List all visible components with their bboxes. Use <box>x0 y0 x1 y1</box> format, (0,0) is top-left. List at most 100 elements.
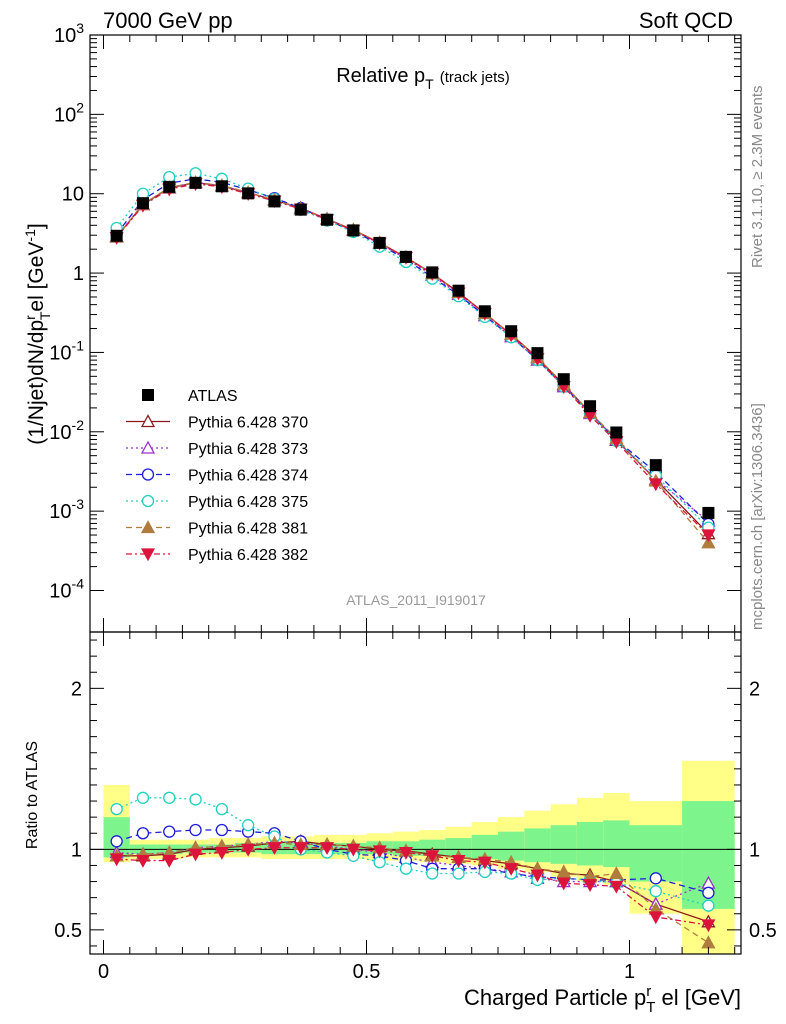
legend-entry: Pythia 6.428 381 <box>126 520 308 538</box>
legend: ATLAS Pythia 6.428 370 Pythia 6.428 373 Pyt… <box>126 388 308 564</box>
legend-label: Pythia 6.428 370 <box>188 415 308 432</box>
ratio-y-tick-label: 2 <box>71 678 82 700</box>
legend-entry: Pythia 6.428 370 <box>126 414 308 432</box>
ratio-point <box>241 843 256 857</box>
atlas-point <box>702 506 715 519</box>
ratio-point <box>110 802 123 816</box>
ratio-point <box>188 848 203 862</box>
series-point <box>648 478 663 492</box>
ratio-point <box>214 846 229 860</box>
legend-entry: ATLAS <box>142 388 238 405</box>
ratio-point <box>163 825 176 838</box>
atlas-point <box>321 213 334 226</box>
ratio-panel: 0.5 0.5 1 1 2 2 0 0.5 1 Ratio to ATLAS Charged … <box>24 35 777 1016</box>
legend-marker <box>140 414 156 428</box>
atlas-point <box>215 180 228 193</box>
atlas-point <box>110 229 123 242</box>
mcplots-label: mcplots.cern.ch [arXiv:1306.3436] <box>749 403 766 630</box>
atlas-point <box>242 187 255 200</box>
ratio-point <box>477 856 492 870</box>
ratio-point <box>163 791 176 804</box>
series-line <box>116 181 709 544</box>
rivet-label: Rivet 3.1.10, ≥ 2.3M events <box>749 86 766 269</box>
main-panel: 10-4 10-3 10-2 10-1 1 10 102 103 Relative pT (tr… <box>22 20 742 633</box>
ratio-point <box>649 872 662 885</box>
ratio-point <box>648 911 663 925</box>
y-tick-label: 10-3 <box>49 496 84 523</box>
atlas-point <box>531 347 544 360</box>
ratio-y-tick-label-right: 2 <box>749 678 760 700</box>
legend-entry: Pythia 6.428 382 <box>126 547 308 564</box>
band-inner <box>550 825 577 864</box>
ratio-point <box>425 850 440 864</box>
atlas-point <box>649 459 662 472</box>
ratio-point <box>583 879 598 893</box>
series-6 <box>109 178 716 543</box>
x-tick-label: 0 <box>98 961 109 983</box>
band-inner <box>629 825 683 882</box>
ratio-line <box>116 842 709 944</box>
ratio-point <box>109 853 124 867</box>
ratio-point <box>136 791 150 804</box>
ratio-line <box>116 829 709 894</box>
ratio-point <box>267 842 282 855</box>
legend-marker <box>140 520 156 534</box>
y-tick-label: 10 <box>62 184 84 206</box>
x-ticks: 0 0.5 1 <box>98 35 736 983</box>
header-right: Soft QCD <box>639 8 733 33</box>
ratio-y-tick-label-right: 0.5 <box>749 920 777 942</box>
legend-marker <box>142 389 154 401</box>
atlas-point <box>294 203 307 216</box>
ratio-point <box>189 823 202 837</box>
ratio-frame <box>89 631 742 955</box>
atlas-point <box>268 195 281 208</box>
main-series <box>109 167 716 549</box>
legend-entry: Pythia 6.428 375 <box>126 494 308 511</box>
header-left: 7000 GeV pp <box>103 8 233 33</box>
legend-label: Pythia 6.428 373 <box>188 441 308 458</box>
ratio-point <box>451 855 466 868</box>
band-inner <box>445 838 472 858</box>
series-line <box>116 178 709 525</box>
ratio-y-ticks: 0.5 0.5 1 1 2 2 <box>54 639 777 947</box>
ratio-point <box>702 899 715 912</box>
x-tick-label: 1 <box>624 961 635 983</box>
y-tick-label: 10-2 <box>49 417 84 444</box>
ratio-point <box>320 842 335 855</box>
x-tick-label: 0.5 <box>353 961 381 983</box>
band-inner <box>576 821 604 866</box>
atlas-point <box>136 197 149 210</box>
ratio-point <box>346 843 361 857</box>
atlas-point <box>584 400 597 413</box>
ratio-point <box>189 793 202 806</box>
legend-marker <box>141 468 155 481</box>
ratio-uncertainty-bands <box>103 760 735 954</box>
ratio-y-axis-label: Ratio to ATLAS <box>24 741 41 849</box>
legend-label: Pythia 6.428 381 <box>188 521 308 538</box>
band-inner <box>603 820 630 868</box>
legend-entry: Pythia 6.428 373 <box>126 440 308 458</box>
atlas-point <box>557 373 570 386</box>
ratio-series <box>109 791 716 949</box>
ratio-y-tick-label: 1 <box>71 839 82 861</box>
atlas-point <box>189 176 202 189</box>
legend-label: Pythia 6.428 375 <box>188 494 308 511</box>
legend-label: Pythia 6.428 374 <box>188 468 308 485</box>
ratio-point <box>556 864 571 878</box>
ratio-point <box>373 856 386 869</box>
x-axis-label: Charged Particle pr T el [GeV] <box>464 983 741 1016</box>
atlas-point <box>452 284 465 297</box>
ratio-point <box>293 842 308 855</box>
ratio-point <box>609 866 624 880</box>
ratio-point <box>609 880 624 894</box>
ratio-point <box>556 877 571 891</box>
ratio-point <box>372 845 387 859</box>
legend-label: ATLAS <box>188 388 238 405</box>
analysis-id: ATLAS_2011_I919017 <box>346 592 486 608</box>
ratio-point <box>701 919 716 933</box>
legend-marker <box>140 440 156 454</box>
atlas-point <box>373 236 386 249</box>
main-y-ticks: 10-4 10-3 10-2 10-1 1 10 102 103 <box>49 20 741 603</box>
atlas-point <box>347 224 360 237</box>
